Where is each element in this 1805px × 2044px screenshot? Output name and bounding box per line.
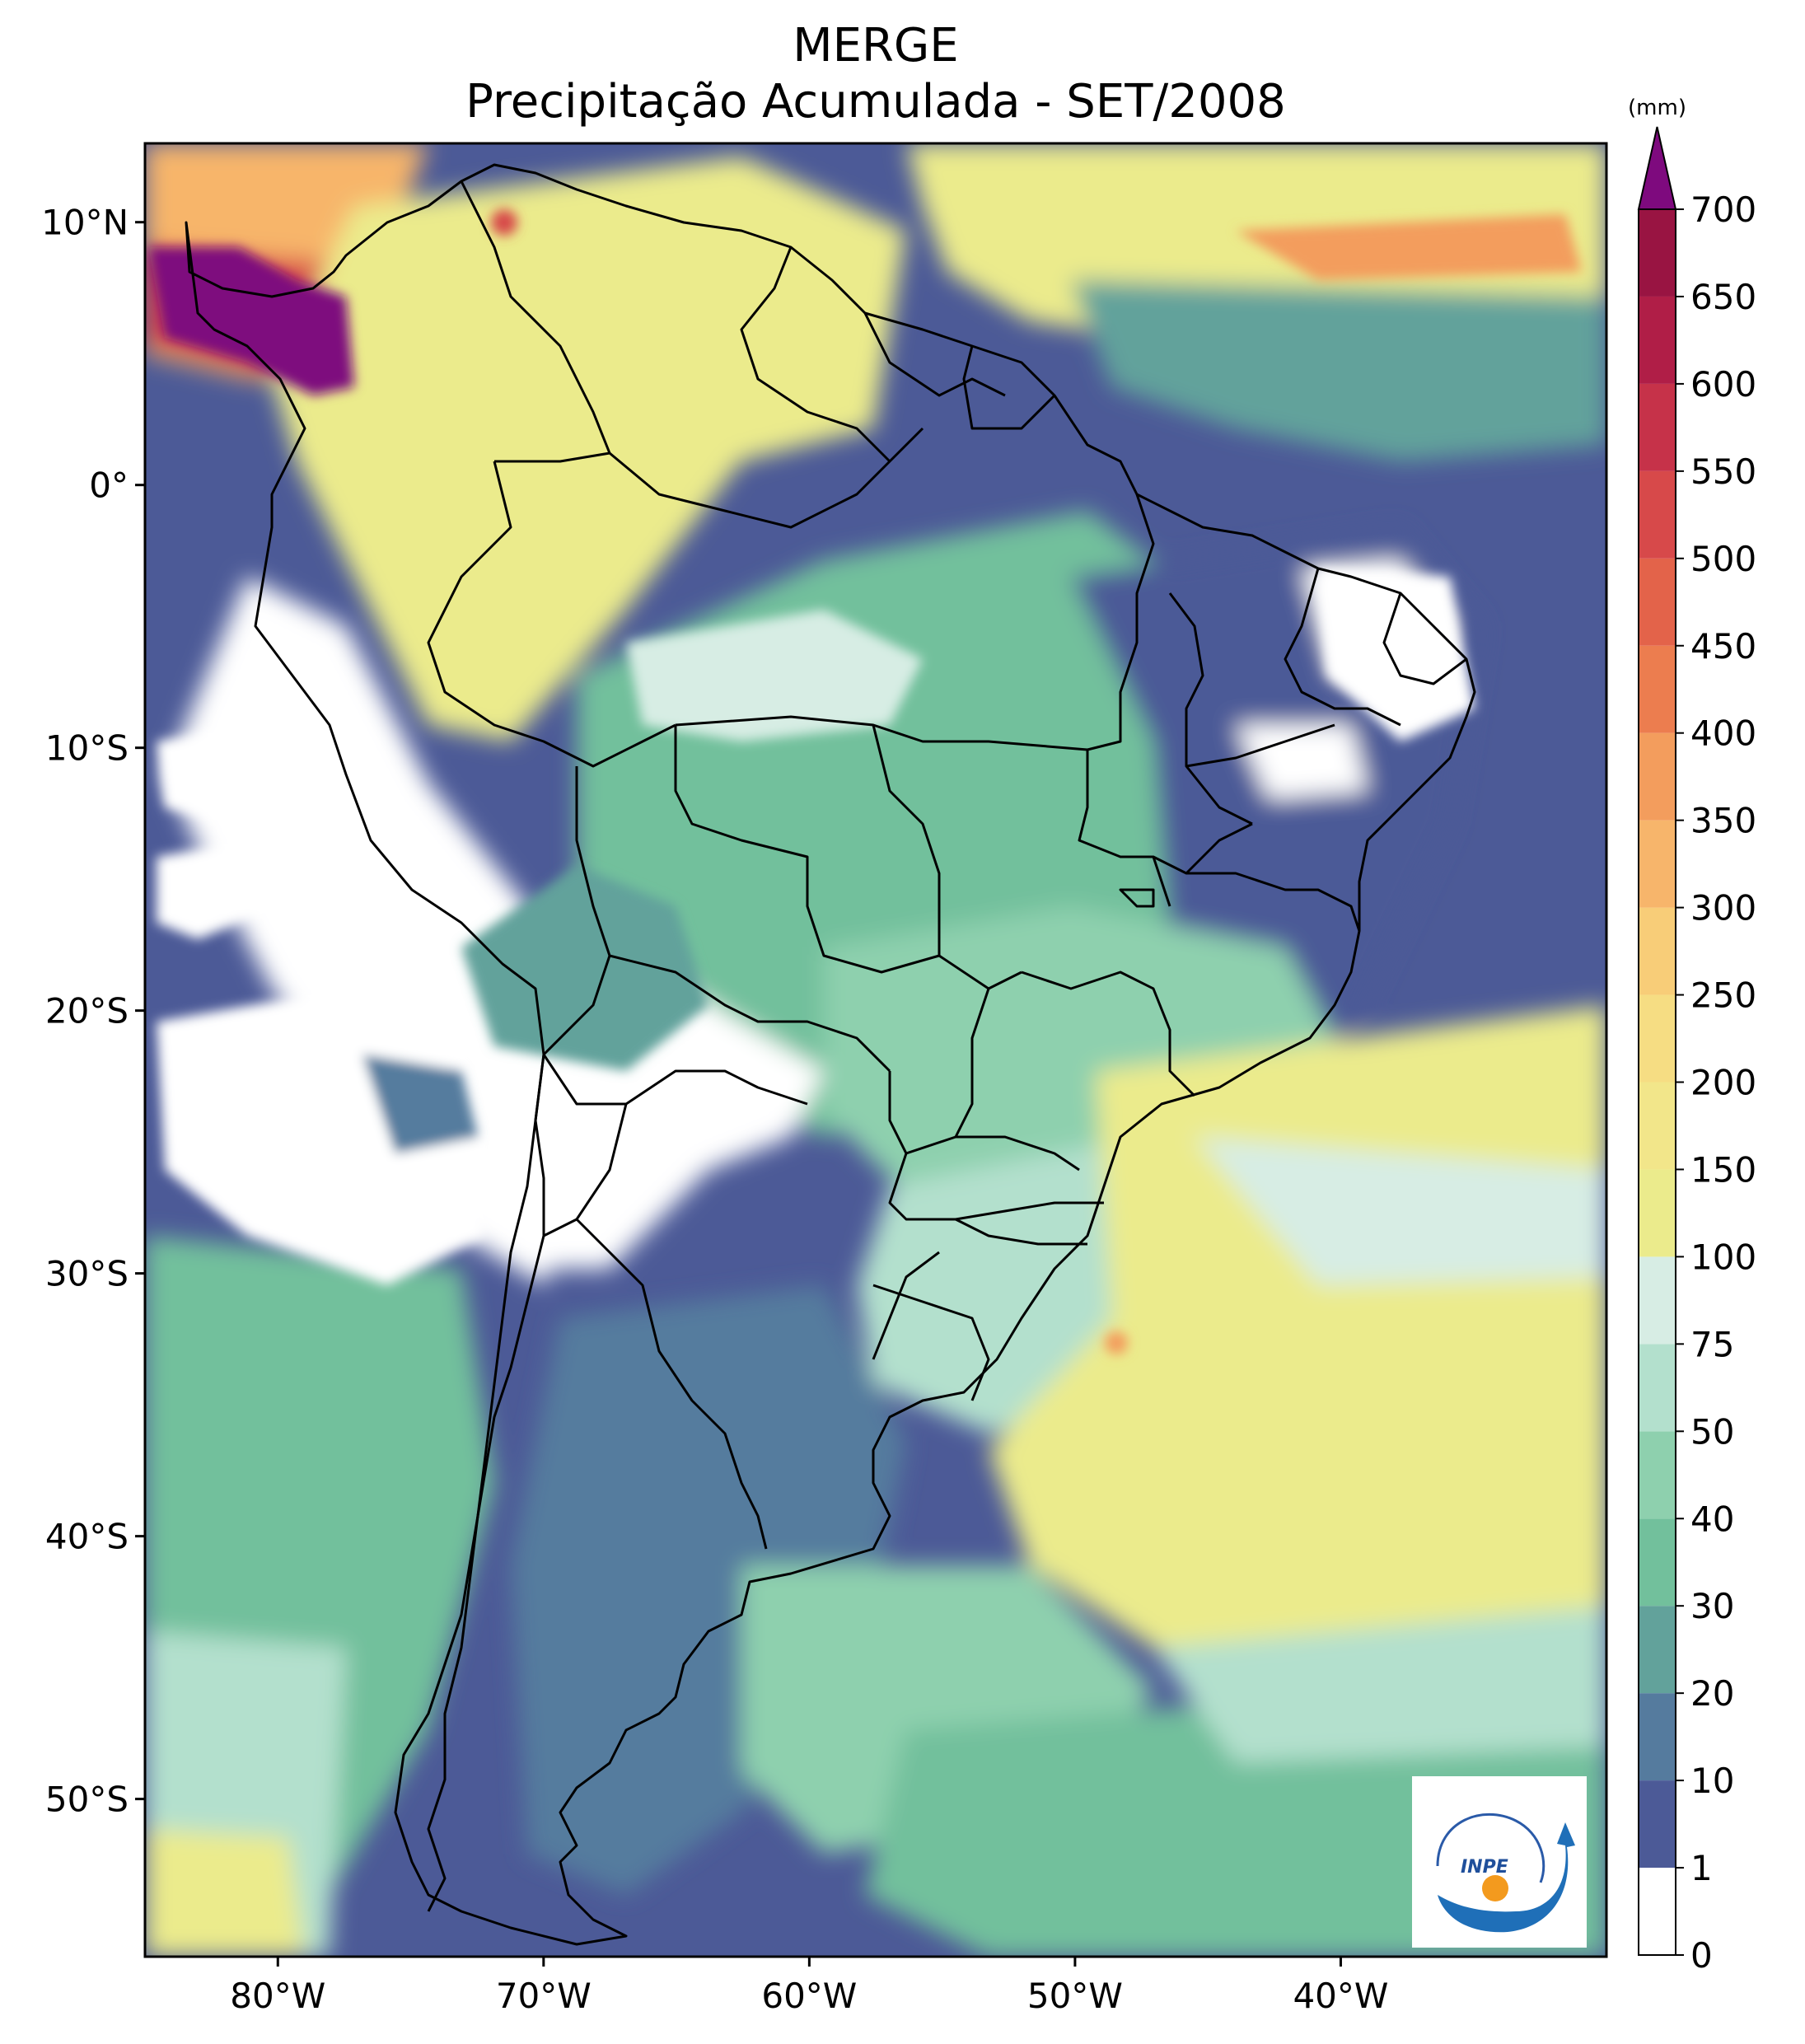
map-frame [143, 142, 1608, 1958]
colorbar-bin [1639, 296, 1676, 384]
colorbar-label: 40 [1690, 1499, 1734, 1539]
lat-tick-label: 0° [89, 465, 129, 506]
lat-tick-label: 30°S [45, 1254, 129, 1294]
colorbar-bin [1639, 1606, 1676, 1694]
colorbar-label: 50 [1690, 1411, 1734, 1452]
colorbar-unit: (mm) [1628, 96, 1686, 120]
inpe-logo: INPE [1412, 1776, 1587, 1948]
lon-tick-label: 60°W [761, 1976, 857, 2016]
lat-tick-label: 20°S [45, 991, 129, 1031]
colorbar-label: 200 [1690, 1063, 1756, 1103]
colorbar-bin [1639, 1431, 1676, 1519]
colorbar-bin [1639, 470, 1676, 559]
colorbar-label: 250 [1690, 975, 1756, 1016]
colorbar-label: 30 [1690, 1586, 1734, 1626]
lat-tick-label: 50°S [45, 1780, 129, 1820]
colorbar-label: 550 [1690, 451, 1756, 492]
lat-tick-label: 10°N [41, 203, 129, 243]
colorbar-bin [1639, 1693, 1676, 1781]
colorbar-label: 75 [1690, 1324, 1734, 1364]
colorbar-bin [1639, 645, 1676, 733]
colorbar-label: 100 [1690, 1237, 1756, 1277]
colorbar-label: 20 [1690, 1673, 1734, 1714]
colorbar-label: 600 [1690, 364, 1756, 405]
colorbar-label: 10 [1690, 1761, 1734, 1801]
colorbar-label: 500 [1690, 539, 1756, 579]
colorbar-bin [1639, 1780, 1676, 1869]
colorbar-bin [1639, 994, 1676, 1083]
colorbar-bin [1639, 907, 1676, 995]
logo-arrow-icon [1438, 1822, 1575, 1933]
lon-tick-label: 80°W [230, 1976, 325, 2016]
map-title: MERGE [793, 19, 959, 72]
logo-sun-icon [1482, 1875, 1508, 1901]
colorbar-bin [1639, 820, 1676, 908]
colorbar: 0 1 10 20 30 40 50 75 100 150 200 250 300 350 400 450 50… [1628, 96, 1756, 1976]
lat-tick-label: 10°S [45, 728, 129, 769]
colorbar-bin [1639, 558, 1676, 646]
colorbar-bin [1639, 1344, 1676, 1432]
colorbar-label: 650 [1690, 277, 1756, 317]
colorbar-label: 400 [1690, 713, 1756, 754]
lat-tick-label: 40°S [45, 1517, 129, 1557]
logo-text: INPE [1461, 1857, 1508, 1878]
lon-tick-label: 70°W [496, 1976, 592, 2016]
colorbar-bin [1639, 383, 1676, 471]
colorbar-extend-triangle [1637, 126, 1677, 210]
field-details [148, 209, 1582, 1354]
logo-orbit-icon [1436, 1812, 1545, 1883]
colorbar-bin [1639, 1518, 1676, 1607]
colorbar-bin [1639, 1868, 1676, 1955]
colorbar-label: 150 [1690, 1149, 1756, 1190]
colorbar-bin [1639, 1256, 1676, 1345]
lon-tick-label: 40°W [1293, 1976, 1388, 2016]
lon-tick-label: 50°W [1027, 1976, 1123, 2016]
colorbar-label: 450 [1690, 626, 1756, 667]
colorbar-label: 700 [1690, 189, 1756, 230]
colorbar-label: 300 [1690, 888, 1756, 928]
colorbar-bin [1639, 1082, 1676, 1170]
longitude-axis: 80°W 70°W 60°W 50°W 40°W [230, 1957, 1388, 2016]
country-borders [185, 163, 1476, 1946]
colorbar-label: 0 [1690, 1935, 1713, 1976]
colorbar-label: 350 [1690, 801, 1756, 841]
colorbar-bin [1639, 209, 1676, 297]
colorbar-label: 1 [1690, 1848, 1713, 1888]
colorbar-bin [1639, 732, 1676, 821]
latitude-axis: 10°N 0° 10°S 20°S 30°S 40°S 50°S [41, 203, 145, 1820]
colorbar-bin [1639, 1169, 1676, 1257]
map-subtitle: Precipitação Acumulada - SET/2008 [465, 75, 1286, 129]
precipitation-field [145, 143, 1606, 1957]
